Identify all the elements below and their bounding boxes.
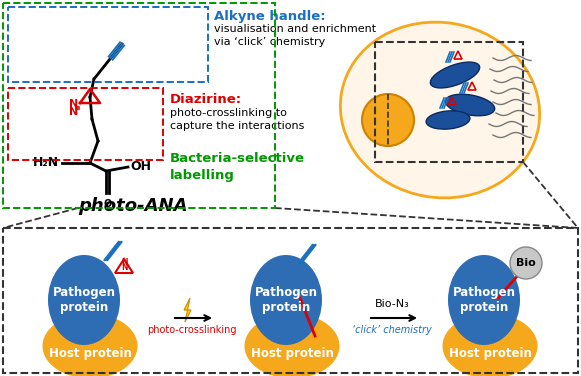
Text: Bio: Bio: [516, 258, 536, 268]
Text: Host protein: Host protein: [250, 347, 333, 359]
Bar: [8, 7, 208, 82]
Text: ‘click’ chemistry: ‘click’ chemistry: [352, 325, 432, 335]
Bar: [375, 42, 523, 162]
Circle shape: [362, 94, 414, 146]
Bar: [3, 228, 578, 373]
Text: O: O: [104, 199, 112, 209]
Ellipse shape: [445, 94, 494, 116]
Text: Host protein: Host protein: [449, 347, 532, 359]
Text: H₂N: H₂N: [33, 156, 59, 170]
Ellipse shape: [431, 62, 480, 88]
Bar: [8, 88, 163, 160]
Text: N: N: [121, 263, 127, 272]
Text: N: N: [69, 99, 78, 109]
Text: Pathogen
protein: Pathogen protein: [453, 286, 515, 314]
Text: Pathogen
protein: Pathogen protein: [254, 286, 317, 314]
Ellipse shape: [443, 314, 537, 376]
Text: Host protein: Host protein: [49, 347, 131, 359]
Text: N: N: [121, 258, 127, 267]
Bar: [3, 3, 275, 208]
Ellipse shape: [42, 314, 138, 376]
Text: Bio-N₃: Bio-N₃: [375, 299, 410, 309]
Text: OH: OH: [130, 161, 151, 173]
Text: photo-crosslinking to
capture the interactions: photo-crosslinking to capture the intera…: [170, 108, 304, 131]
Text: Pathogen
protein: Pathogen protein: [52, 286, 116, 314]
Ellipse shape: [48, 255, 120, 345]
Text: visualisation and enrichment
via ‘click’ chemistry: visualisation and enrichment via ‘click’…: [214, 24, 376, 47]
Ellipse shape: [448, 255, 520, 345]
Ellipse shape: [245, 314, 339, 376]
Text: Alkyne handle:: Alkyne handle:: [214, 10, 325, 23]
Text: photo-ANA: photo-ANA: [78, 197, 188, 215]
Ellipse shape: [340, 22, 540, 198]
Ellipse shape: [426, 111, 470, 129]
Text: Bacteria-selective
labelling: Bacteria-selective labelling: [170, 152, 305, 182]
Text: photo-crosslinking: photo-crosslinking: [147, 325, 236, 335]
Text: N: N: [69, 107, 78, 117]
Polygon shape: [184, 298, 191, 322]
Ellipse shape: [250, 255, 322, 345]
Circle shape: [510, 247, 542, 279]
Text: Diazirine:: Diazirine:: [170, 93, 242, 106]
